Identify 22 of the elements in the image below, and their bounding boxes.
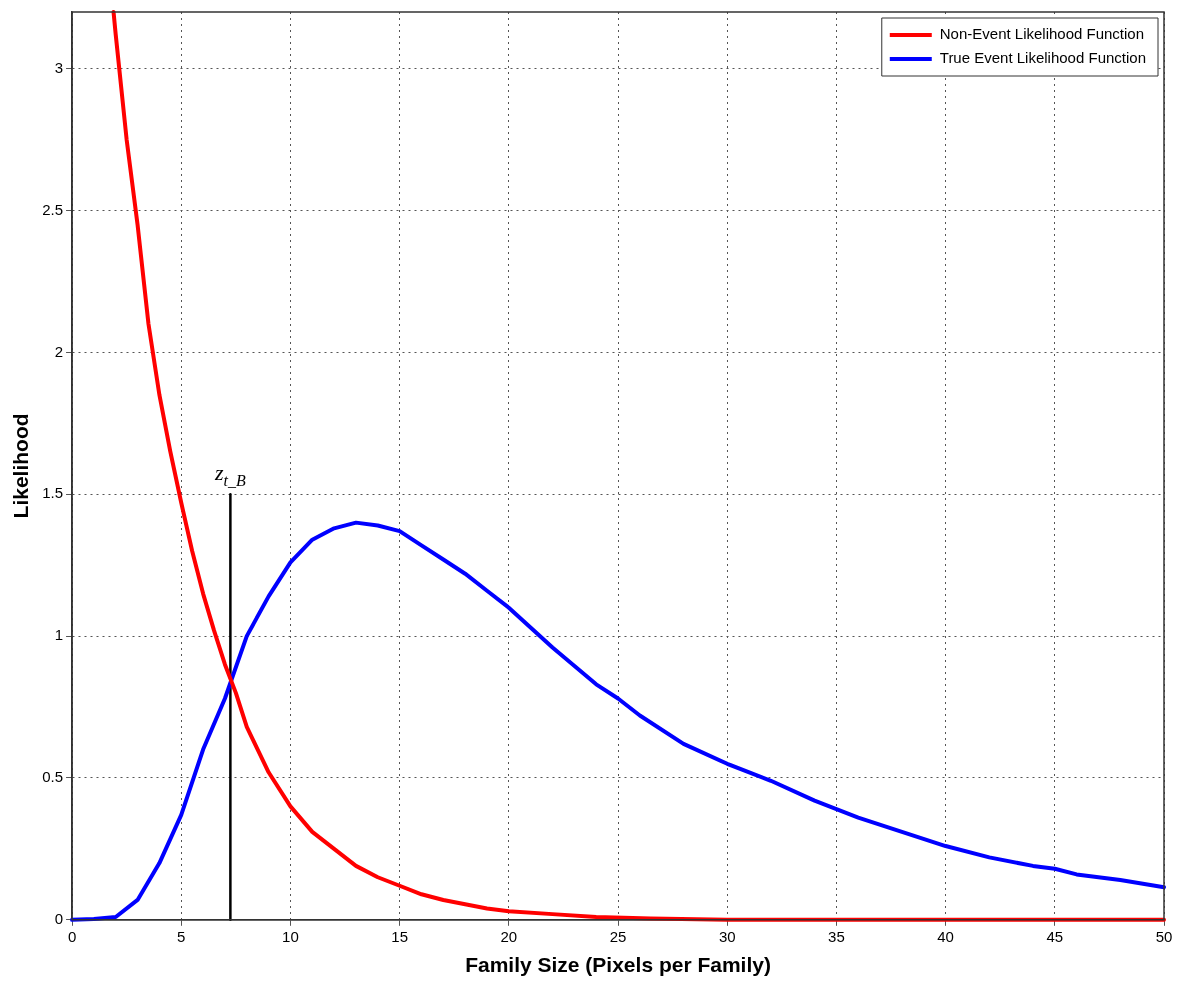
legend-label: Non-Event Likelihood Function — [939, 25, 1145, 43]
y-tick-label: 0 — [54, 909, 64, 927]
x-tick-label: 40 — [937, 927, 954, 945]
y-tick-label: 0.5 — [42, 768, 64, 786]
x-tick-label: 20 — [500, 927, 518, 945]
x-tick-label: 50 — [1155, 927, 1173, 945]
x-tick-label: 35 — [828, 927, 845, 945]
x-axis-title: Family Size (Pixels per Family) — [465, 953, 771, 977]
x-tick-label: 5 — [177, 927, 186, 945]
x-tick-label: 25 — [609, 927, 627, 945]
y-axis-title: Likelihood — [9, 413, 33, 519]
y-tick-label: 3 — [54, 58, 64, 76]
y-tick-label: 1.5 — [42, 484, 64, 502]
y-tick-label: 2.5 — [42, 200, 64, 218]
x-tick-label: 30 — [718, 927, 736, 945]
y-tick-label: 1 — [54, 626, 64, 644]
legend-label: True Event Likelihood Function — [939, 49, 1147, 67]
x-tick-label: 0 — [67, 927, 77, 945]
x-tick-label: 10 — [282, 927, 299, 945]
x-tick-label: 45 — [1046, 927, 1064, 945]
y-tick-label: 2 — [54, 342, 64, 360]
x-tick-label: 15 — [391, 927, 408, 945]
